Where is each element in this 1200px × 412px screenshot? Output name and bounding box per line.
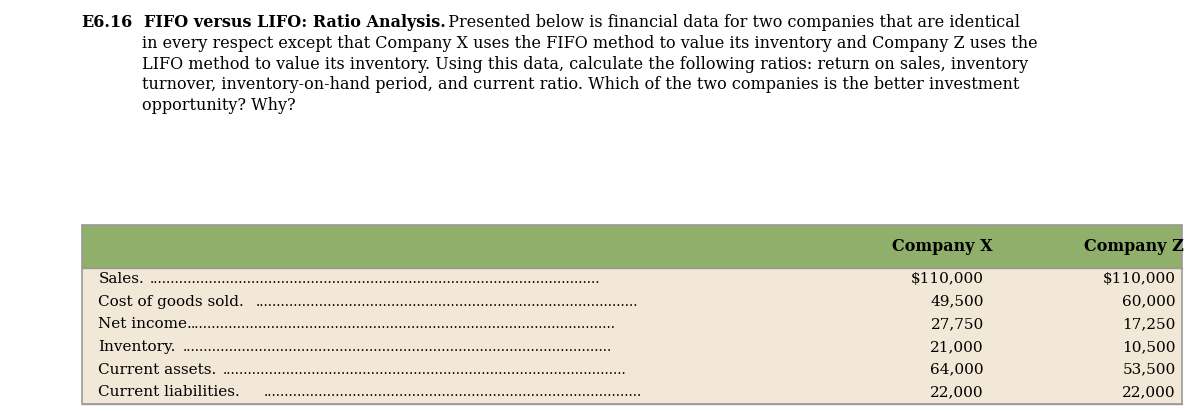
Text: Company X: Company X [892, 238, 992, 255]
Text: $110,000: $110,000 [911, 272, 984, 286]
Text: ................................................................................: ........................................… [182, 340, 612, 354]
Text: 22,000: 22,000 [1122, 386, 1176, 399]
Text: 21,000: 21,000 [930, 340, 984, 354]
Text: 53,500: 53,500 [1123, 363, 1176, 377]
Text: 27,750: 27,750 [931, 318, 984, 331]
Bar [82, 268, 1182, 404]
Text: ................................................................................: ........................................… [150, 272, 600, 286]
Text: 17,250: 17,250 [1123, 318, 1176, 331]
Text: 49,500: 49,500 [930, 295, 984, 309]
Text: Cost of goods sold.: Cost of goods sold. [98, 295, 244, 309]
Text: ................................................................................: ........................................… [223, 363, 626, 377]
Text: ................................................................................: ........................................… [264, 386, 642, 399]
Text: opportunity? Why?: opportunity? Why? [142, 97, 295, 114]
Text: Current liabilities.: Current liabilities. [98, 386, 240, 399]
Text: ................................................................................: ........................................… [256, 295, 638, 309]
Text: Company Z: Company Z [1084, 238, 1184, 255]
Text: 10,500: 10,500 [1122, 340, 1176, 354]
Text: turnover, inventory-on-hand period, and current ratio. Which of the two companie: turnover, inventory-on-hand period, and … [142, 76, 1019, 93]
Text: ................................................................................: ........................................… [191, 318, 616, 331]
Text: 60,000: 60,000 [1122, 295, 1176, 309]
Text: in every respect except that Company X uses the FIFO method to value its invento: in every respect except that Company X u… [142, 35, 1037, 52]
Text: LIFO method to value its inventory. Using this data, calculate the following rat: LIFO method to value its inventory. Usin… [142, 56, 1027, 73]
Text: Presented below is financial data for two companies that are identical: Presented below is financial data for tw… [438, 14, 1020, 31]
Bar [82, 225, 1182, 268]
Text: $110,000: $110,000 [1103, 272, 1176, 286]
Bar [82, 225, 1182, 404]
Text: 22,000: 22,000 [930, 386, 984, 399]
Text: E6.16: E6.16 [82, 14, 133, 31]
Text: Sales.: Sales. [98, 272, 144, 286]
Text: Net income.: Net income. [98, 318, 192, 331]
Text: Current assets.: Current assets. [98, 363, 217, 377]
Text: Inventory.: Inventory. [98, 340, 175, 354]
Text: FIFO versus LIFO: Ratio Analysis.: FIFO versus LIFO: Ratio Analysis. [144, 14, 445, 31]
Text: 64,000: 64,000 [930, 363, 984, 377]
